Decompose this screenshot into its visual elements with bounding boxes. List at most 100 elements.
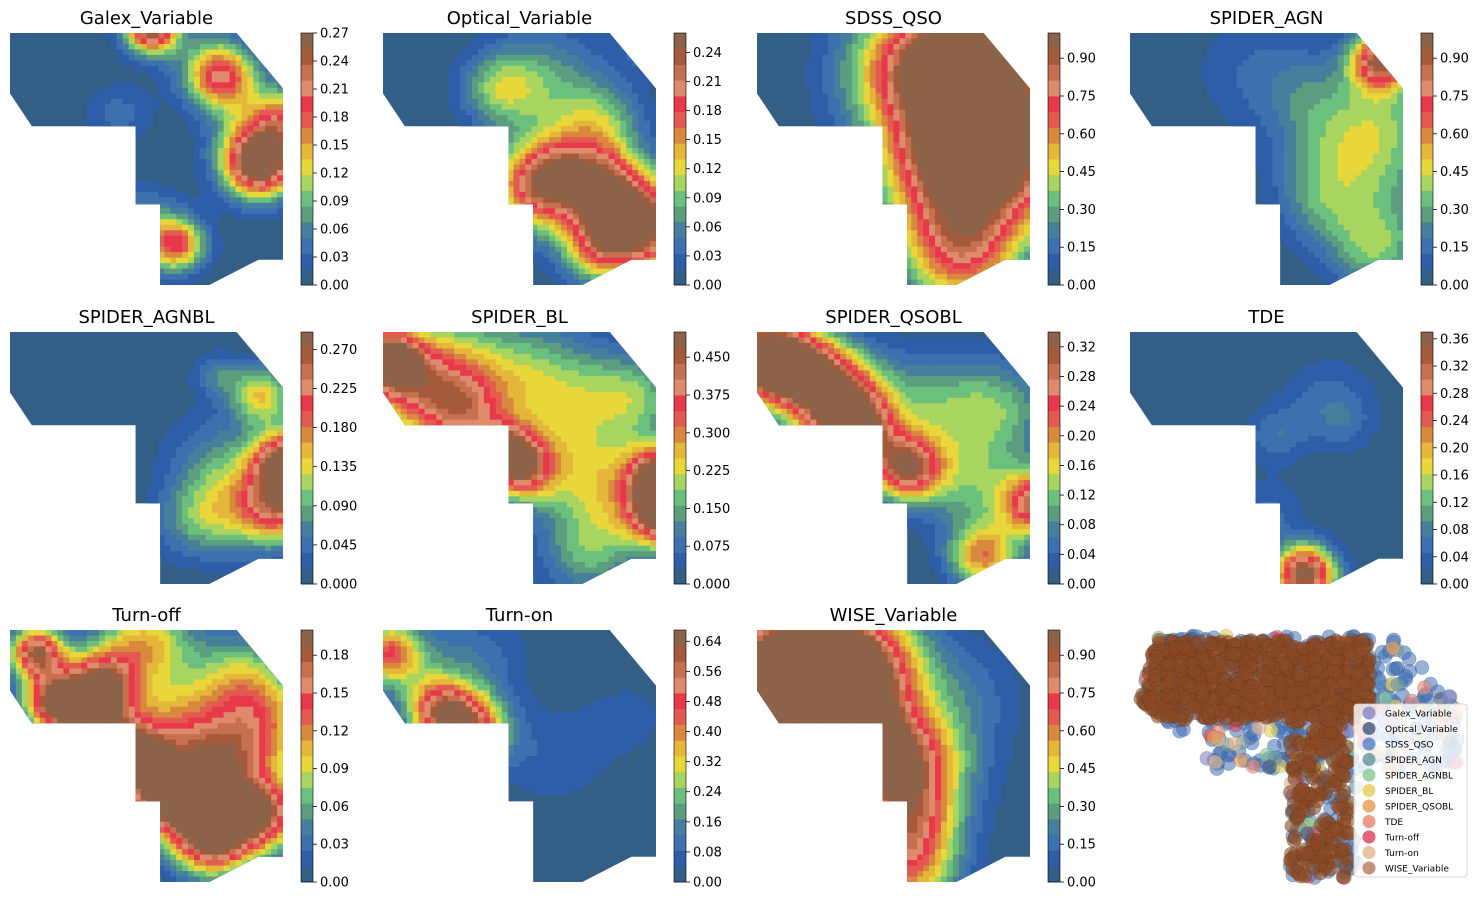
contour-cell [454, 87, 461, 94]
contour-cell [1278, 126, 1285, 133]
contour-cell [277, 137, 283, 144]
contour-cell [929, 82, 936, 89]
contour-cell [650, 252, 656, 259]
contour-cell [1024, 252, 1030, 259]
contour-cell [513, 98, 521, 105]
contour-cell [1337, 142, 1345, 149]
contour-cell [146, 263, 154, 270]
contour-cell [881, 33, 889, 40]
contour-cell [929, 208, 936, 215]
contour-cell [116, 252, 124, 259]
contour-cell [840, 186, 847, 193]
contour-cell [988, 169, 995, 177]
contour-cell [1006, 180, 1013, 187]
contour-cell [988, 159, 995, 166]
contour-cell [531, 235, 538, 242]
contour-cell [1272, 230, 1279, 237]
contour-cell [1278, 93, 1285, 100]
contour-cell [958, 65, 966, 72]
contour-cell [116, 230, 124, 237]
contour-cell [1302, 241, 1309, 248]
contour-cell [899, 120, 906, 127]
contour-cell [489, 43, 497, 51]
contour-cell [229, 54, 237, 61]
contour-cell [247, 87, 254, 94]
contour-cell [1018, 126, 1025, 133]
contour-cell [632, 148, 639, 155]
contour-cell [857, 186, 865, 193]
contour-cell [519, 235, 527, 242]
contour-cell [146, 268, 154, 275]
contour-cell [1284, 93, 1291, 100]
contour-cell [911, 159, 918, 166]
contour-cell [1000, 137, 1007, 144]
contour-cell [602, 241, 610, 248]
contour-cell [644, 208, 651, 215]
contour-cell [834, 153, 841, 160]
contour-cell [863, 175, 871, 182]
contour-cell [994, 137, 1001, 144]
contour-cell [970, 153, 978, 160]
contour-cell [104, 241, 112, 248]
contour-cell [840, 197, 847, 204]
contour-cell [1319, 224, 1327, 231]
contour-cell [1024, 33, 1030, 40]
contour-cell [566, 60, 574, 67]
contour-cell [223, 137, 231, 144]
contour-cell [99, 257, 106, 264]
contour-cell [1012, 268, 1019, 275]
contour-cell [1325, 213, 1333, 220]
contour-cell [1224, 43, 1232, 51]
contour-cell [964, 71, 972, 78]
contour-cell [964, 191, 972, 198]
contour-cell [122, 246, 130, 253]
contour-cell [229, 180, 237, 187]
contour-cell [525, 202, 532, 209]
contour-cell [489, 142, 497, 149]
contour-cell [1325, 219, 1333, 226]
contour-cell [970, 263, 978, 270]
contour-cell [519, 175, 527, 182]
contour-cell [935, 208, 942, 215]
contour-cell [1242, 115, 1250, 122]
contour-cell [519, 186, 527, 193]
contour-cell [584, 164, 592, 171]
panel-title: SPIDER_AGN [1210, 8, 1324, 29]
contour-cell [1290, 54, 1297, 61]
contour-cell [1349, 126, 1357, 133]
contour-cell [917, 224, 924, 231]
contour-cell [199, 175, 207, 182]
contour-cell [205, 65, 213, 72]
contour-cell [483, 169, 491, 177]
colorbar-band [301, 237, 313, 254]
contour-cell [1325, 180, 1333, 187]
contour-cell [923, 191, 930, 198]
contour-cell [472, 142, 479, 149]
contour-cell [501, 219, 509, 226]
contour-cell [869, 208, 877, 215]
contour-cell [176, 98, 183, 105]
contour-cell [952, 191, 960, 198]
contour-cell [140, 43, 148, 51]
contour-cell [946, 76, 954, 83]
contour-cell [578, 246, 586, 253]
contour-cell [205, 126, 213, 133]
contour-cell [632, 274, 639, 281]
contour-cell [188, 252, 195, 259]
contour-cell [905, 54, 912, 61]
contour-cell [620, 159, 627, 166]
contour-cell [507, 49, 515, 56]
contour-cell [217, 43, 225, 51]
contour-cell [952, 87, 960, 94]
contour-cell [199, 208, 207, 215]
contour-cell [810, 104, 817, 111]
contour-cell [152, 186, 159, 193]
contour-cell [952, 279, 960, 285]
contour-cell [217, 60, 225, 67]
contour-cell [1278, 98, 1285, 105]
contour-cell [846, 180, 853, 187]
contour-cell [828, 43, 835, 51]
contour-cell [1024, 175, 1030, 182]
contour-cell [917, 208, 924, 215]
contour-cell [988, 263, 995, 270]
